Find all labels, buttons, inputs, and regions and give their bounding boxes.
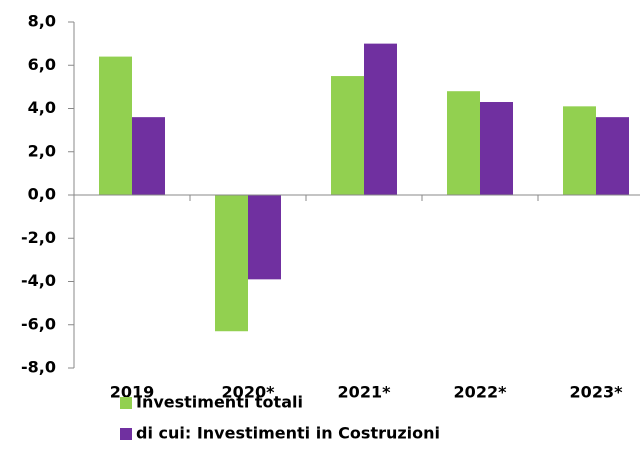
y-tick-label: -2,0	[21, 228, 56, 247]
y-tick-label: 2,0	[28, 141, 56, 160]
bar	[215, 195, 248, 332]
legend-swatch	[120, 428, 132, 440]
y-tick-label: -4,0	[21, 271, 56, 290]
x-tick-label: 2022*	[454, 383, 508, 402]
y-tick-label: -6,0	[21, 314, 56, 333]
bar	[447, 91, 480, 195]
y-tick-label: 6,0	[28, 55, 56, 74]
bar	[248, 195, 281, 280]
x-tick-label: 2019	[110, 383, 155, 402]
x-tick-label: 2021*	[338, 383, 392, 402]
y-tick-label: -8,0	[21, 358, 56, 377]
x-tick-label: 2023*	[570, 383, 624, 402]
y-tick-label: 0,0	[28, 185, 56, 204]
bar	[596, 117, 629, 195]
y-tick-label: 8,0	[28, 12, 56, 31]
bar	[480, 102, 513, 195]
x-tick-label: 2020*	[222, 383, 276, 402]
legend-label: Investimenti totali	[136, 393, 303, 412]
bar	[132, 117, 165, 195]
legend-swatch	[120, 397, 132, 409]
bar	[364, 43, 397, 195]
bar	[563, 106, 596, 195]
y-tick-label: 4,0	[28, 98, 56, 117]
bar	[99, 56, 132, 195]
legend-label: di cui: Investimenti in Costruzioni	[136, 424, 440, 443]
bar	[331, 76, 364, 195]
